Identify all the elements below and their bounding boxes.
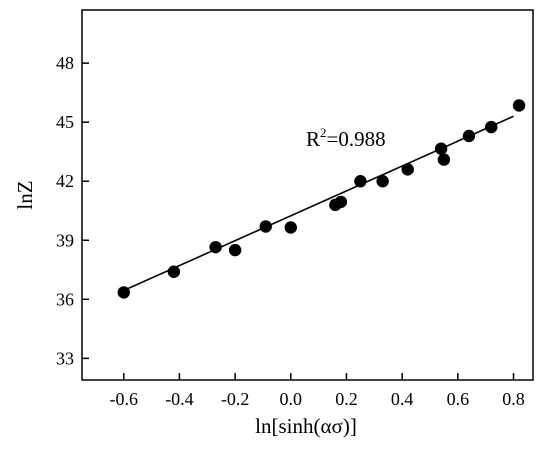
annotation-base: R bbox=[306, 127, 320, 151]
plot-frame bbox=[81, 9, 534, 381]
x-axis-ticks: -0.6 -0.4 -0.2 0.0 0.2 0.4 0.6 0.8 bbox=[110, 373, 525, 409]
y-tick-label: 48 bbox=[56, 53, 74, 73]
data-point bbox=[259, 220, 272, 233]
y-axis-title: lnZ bbox=[13, 180, 37, 209]
data-point bbox=[376, 175, 389, 188]
data-point bbox=[434, 142, 448, 155]
y-tick-label: 45 bbox=[56, 112, 74, 132]
x-tick-label: 0.6 bbox=[447, 389, 470, 409]
annotation-sup: 2 bbox=[320, 125, 327, 140]
r-squared-annotation: R2=0.988 bbox=[306, 125, 386, 151]
data-point bbox=[284, 221, 297, 234]
data-points bbox=[117, 99, 526, 299]
x-tick-label: -0.2 bbox=[221, 389, 250, 409]
data-point bbox=[334, 195, 348, 209]
fit-line bbox=[123, 115, 514, 292]
data-point bbox=[462, 129, 476, 143]
x-tick-label: 0.8 bbox=[502, 389, 525, 409]
y-tick-label: 33 bbox=[56, 348, 74, 368]
y-tick-label: 36 bbox=[56, 289, 74, 309]
y-tick-label: 39 bbox=[56, 230, 74, 250]
x-axis-title: ln[sinh(ασ)] bbox=[255, 414, 357, 438]
x-tick-label: 0.2 bbox=[335, 389, 358, 409]
y-tick-label: 42 bbox=[56, 171, 74, 191]
data-point bbox=[209, 240, 222, 254]
x-tick-label: 0.0 bbox=[280, 389, 303, 409]
data-point bbox=[401, 163, 414, 176]
data-point bbox=[512, 99, 526, 112]
data-point bbox=[167, 265, 181, 278]
x-tick-label: 0.4 bbox=[391, 389, 414, 409]
data-point bbox=[485, 120, 498, 134]
data-point bbox=[228, 243, 242, 257]
data-point bbox=[437, 153, 451, 166]
y-axis-ticks: 33 36 39 42 45 48 bbox=[56, 53, 89, 368]
data-point bbox=[117, 286, 130, 299]
x-tick-label: -0.4 bbox=[165, 389, 194, 409]
x-tick-label: -0.6 bbox=[110, 389, 139, 409]
data-point bbox=[354, 175, 367, 188]
annotation-rest: =0.988 bbox=[327, 127, 386, 151]
